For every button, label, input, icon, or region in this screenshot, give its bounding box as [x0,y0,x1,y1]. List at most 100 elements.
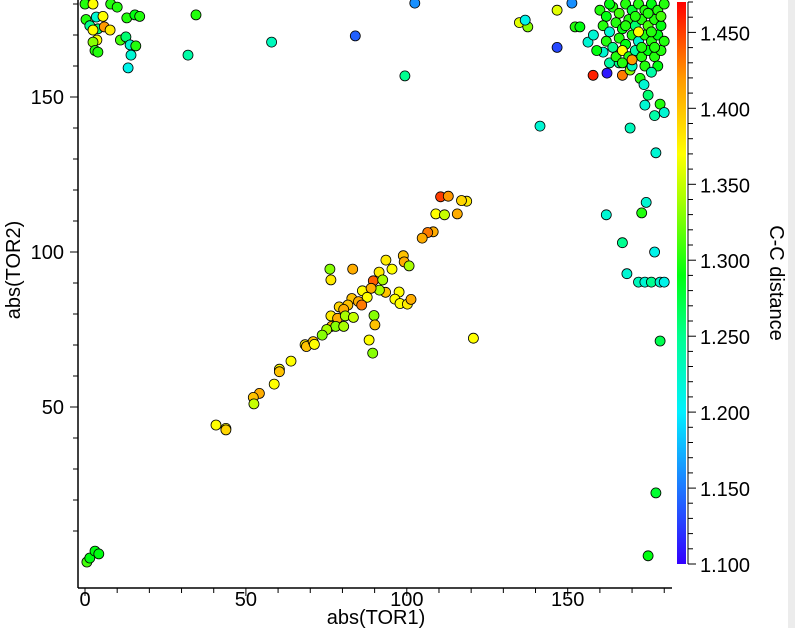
data-point [368,310,380,321]
colorbar-tick-label: 1.300 [700,251,750,273]
colorbar-tick-label: 1.400 [700,99,750,121]
y-tick-label: 150 [31,87,64,109]
data-point [588,29,599,41]
data-point [600,10,612,22]
data-point [104,24,116,36]
data-point [316,329,328,341]
data-point [122,62,134,74]
data-point [399,70,411,82]
data-point [621,268,633,280]
y-axis-label: abs(TOR2) [3,221,25,320]
data-point [591,45,603,56]
data-point [629,10,641,22]
colorbar-ticks: 1.100 1.150 1.200 1.250 1.300 1.350 1.400 1.450 [688,1,750,577]
colorbar-tick-label: 1.150 [700,479,750,501]
data-point [456,195,467,206]
data-point [347,263,359,275]
data-point [130,40,142,52]
data-point [639,99,651,111]
data-point [87,24,99,36]
data-point [658,35,670,47]
data-point [268,378,280,390]
data-point [338,320,350,332]
data-point [642,89,654,101]
data-point [638,79,650,90]
data-point [649,246,660,258]
data-point [551,42,563,53]
data-point [361,291,373,303]
data-point [93,548,105,560]
data-point [620,20,631,32]
data-point [273,366,285,378]
data-point [182,49,194,61]
data-point [285,355,297,367]
x-tick-label: 50 [235,589,257,611]
data-point [367,347,379,359]
data-point [604,26,615,38]
data-point [654,335,666,347]
data-point [600,35,612,47]
data-point [604,0,615,10]
data-point [363,334,375,346]
data-point [386,263,398,275]
data-point [600,209,612,221]
data-point [519,14,531,26]
y-axis-ticks: 50 100 150 [31,3,78,532]
data-point [649,42,660,53]
data-point [134,10,146,22]
data-point [649,110,660,121]
data-point [534,120,546,132]
data-point [111,1,123,13]
colorbar-label: C-C distance [765,225,787,341]
data-point [617,57,628,69]
colorbar-tick-label: 1.350 [700,175,750,197]
data-point [582,36,594,48]
x-tick-label: 150 [551,589,584,611]
data-point [655,20,667,32]
colorbar-tick-label: 1.450 [700,23,750,45]
data-point [451,208,463,220]
data-point [405,293,417,305]
data-point [642,7,654,19]
data-point [617,237,628,249]
data-point [324,263,336,275]
data-point [377,274,389,286]
data-point [566,0,578,9]
data-point [646,26,657,38]
data-point [356,299,368,311]
data-point [220,424,232,436]
x-tick-label: 0 [79,589,90,611]
data-point [574,21,586,33]
data-point [409,0,421,9]
data-point [658,276,670,288]
data-point [325,274,337,286]
data-point [613,7,625,19]
x-tick-label: 100 [390,589,423,611]
data-point [626,54,638,66]
x-axis-label: abs(TOR1) [327,607,426,628]
data-point [308,338,320,350]
data-point [365,282,377,294]
data-point [655,10,667,22]
data-point [416,232,428,244]
data-point [467,332,479,344]
data-point [87,0,99,10]
data-point [439,209,450,221]
colorbar [677,2,686,564]
data-point [551,4,563,16]
data-points [79,0,670,568]
data-point [587,69,599,81]
data-point [347,311,359,323]
data-point [646,66,657,78]
colorbar-tick-label: 1.100 [700,555,750,577]
data-point [97,10,109,22]
data-point [617,69,628,81]
data-point [92,46,104,58]
data-point [248,398,260,410]
data-point [210,419,222,431]
data-point [658,107,670,118]
data-point [650,147,662,159]
data-point [640,196,652,208]
data-point [266,36,278,48]
